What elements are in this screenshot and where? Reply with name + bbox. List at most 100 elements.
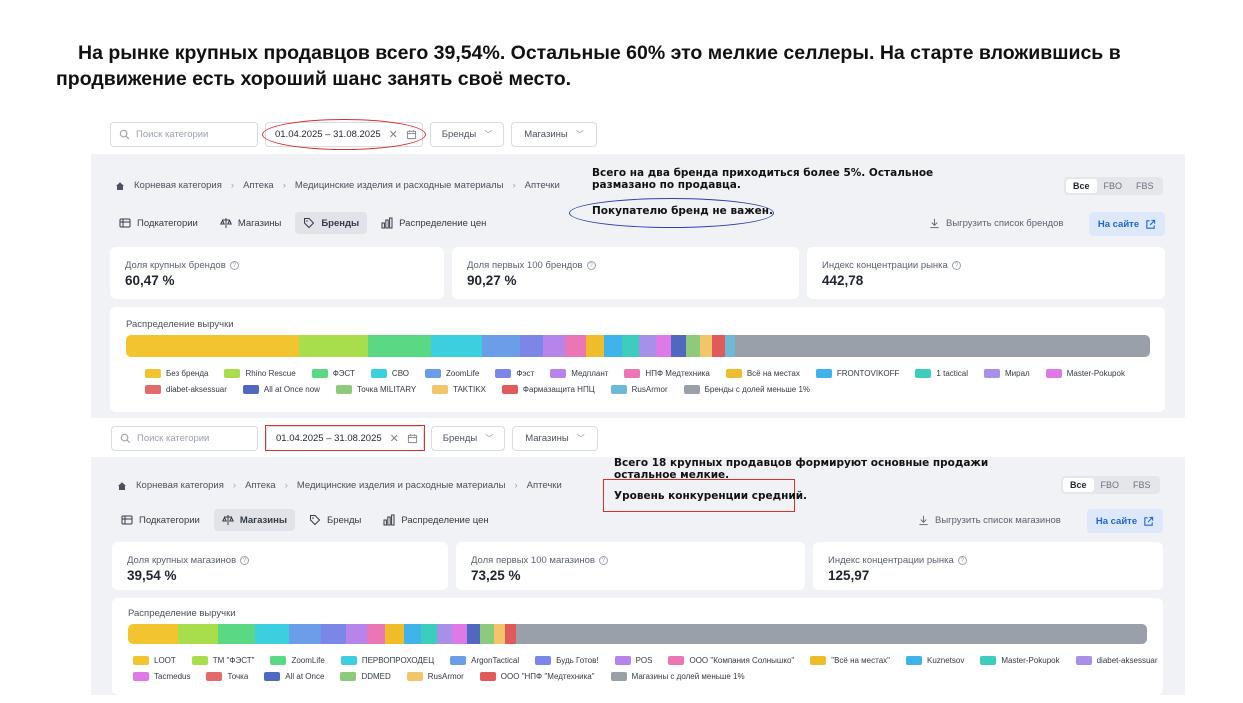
bar-segment[interactable] xyxy=(345,624,367,644)
legend-item[interactable]: diabet-aksessuar xyxy=(1075,656,1158,665)
export-brands-button[interactable]: Выгрузить список брендов xyxy=(929,218,1063,229)
seg-all[interactable]: Все xyxy=(1063,478,1094,492)
bar-segment[interactable] xyxy=(638,335,656,357)
bar-segment[interactable] xyxy=(431,335,483,357)
legend-item[interactable]: Точка MILITARY xyxy=(335,385,416,394)
onsite-button[interactable]: На сайте xyxy=(1087,509,1163,533)
bar-segment[interactable] xyxy=(699,335,713,357)
tab-brands[interactable]: Бренды xyxy=(295,212,368,234)
date-range-picker[interactable]: 01.04.2025 – 31.08.2025 ✕ xyxy=(266,426,424,451)
breadcrumb-item[interactable]: Аптека xyxy=(243,180,274,191)
legend-item[interactable]: ТМ "ФЭСТ" xyxy=(191,656,254,665)
bar-segment[interactable] xyxy=(126,335,300,357)
search-input[interactable]: Поиск категории xyxy=(110,122,258,147)
stores-dropdown[interactable]: Магазины ﹀ xyxy=(511,122,597,147)
help-icon[interactable]: ? xyxy=(957,556,967,565)
legend-item[interactable]: Master-Pokupok xyxy=(1045,369,1125,378)
bar-segment[interactable] xyxy=(735,335,1150,357)
legend-item[interactable]: Rhino Rescue xyxy=(224,369,296,378)
seg-all[interactable]: Все xyxy=(1066,179,1097,193)
bar-segment[interactable] xyxy=(585,335,605,357)
legend-item[interactable]: Tacmedus xyxy=(133,672,190,681)
bar-segment[interactable] xyxy=(178,624,218,644)
legend-item[interactable]: diabet-aksessuar xyxy=(145,385,227,394)
legend-item[interactable]: RusArmor xyxy=(406,672,464,681)
stores-dropdown[interactable]: Магазины ﹀ xyxy=(512,426,598,451)
help-icon[interactable]: ? xyxy=(229,261,239,270)
bar-segment[interactable] xyxy=(299,335,369,357)
breadcrumb-item[interactable]: Корневая категория xyxy=(136,480,224,491)
bar-segment[interactable] xyxy=(128,624,178,644)
tab-price-distribution[interactable]: Распределение цен xyxy=(373,212,494,234)
legend-item[interactable]: RusArmor xyxy=(610,385,668,394)
bar-segment[interactable] xyxy=(482,335,520,357)
bar-segment[interactable] xyxy=(480,624,494,644)
help-icon[interactable]: ? xyxy=(240,556,250,565)
bar-segment[interactable] xyxy=(320,624,346,644)
export-stores-button[interactable]: Выгрузить список магазинов xyxy=(918,515,1061,526)
bar-segment[interactable] xyxy=(385,624,405,644)
legend-item[interactable]: ООО "НПФ "Медтехника" xyxy=(479,672,595,681)
bar-segment[interactable] xyxy=(368,335,432,357)
legend-item[interactable]: Фэст xyxy=(495,369,534,378)
legend-item[interactable]: POS xyxy=(614,656,652,665)
bar-segment[interactable] xyxy=(564,335,586,357)
tab-stores[interactable]: Магазины xyxy=(212,212,289,234)
legend-item[interactable]: TAKTIKX xyxy=(432,385,486,394)
bar-segment[interactable] xyxy=(516,624,1147,644)
bar-segment[interactable] xyxy=(655,335,672,357)
breadcrumb-item[interactable]: Аптека xyxy=(245,480,276,491)
seg-fbo[interactable]: FBO xyxy=(1103,181,1123,191)
breadcrumb-item[interactable]: Аптечки xyxy=(526,480,562,491)
legend-item[interactable]: DDMED xyxy=(340,672,391,681)
legend-item[interactable]: FRONTOVIKOFF xyxy=(815,369,899,378)
legend-item[interactable]: "Всё на местах" xyxy=(810,656,890,665)
bar-segment[interactable] xyxy=(255,624,290,644)
legend-item[interactable]: 1 tactical xyxy=(915,369,968,378)
search-input[interactable]: Поиск категории xyxy=(111,426,258,451)
legend-item[interactable]: All at Once now xyxy=(242,385,320,394)
tab-subcategories[interactable]: Подкатегории xyxy=(113,509,208,531)
bar-segment[interactable] xyxy=(542,335,565,357)
legend-item[interactable]: Магазины с долей меньше 1% xyxy=(610,672,745,681)
legend-item[interactable]: ПЕРВОПРОХОДЕЦ xyxy=(340,656,434,665)
legend-item[interactable]: Фармазащита НПЦ xyxy=(501,385,595,394)
bar-segment[interactable] xyxy=(622,335,639,357)
bar-segment[interactable] xyxy=(404,624,421,644)
onsite-button[interactable]: На сайте xyxy=(1089,212,1165,236)
help-icon[interactable]: ? xyxy=(598,556,608,565)
seg-fbs[interactable]: FBS xyxy=(1136,181,1154,191)
legend-item[interactable]: All at Once xyxy=(264,672,324,681)
bar-segment[interactable] xyxy=(466,624,481,644)
legend-item[interactable]: Master-Pokupok xyxy=(980,656,1060,665)
brands-dropdown[interactable]: Бренды ﹀ xyxy=(430,122,504,147)
legend-item[interactable]: Будь Готов! xyxy=(535,656,599,665)
legend-item[interactable]: ZoomLife xyxy=(425,369,479,378)
bar-segment[interactable] xyxy=(451,624,467,644)
seg-fbo[interactable]: FBO xyxy=(1100,480,1120,490)
bar-segment[interactable] xyxy=(289,624,321,644)
tab-brands[interactable]: Бренды xyxy=(301,509,369,531)
legend-item[interactable]: Мирал xyxy=(984,369,1030,378)
tab-price-distribution[interactable]: Распределение цен xyxy=(375,509,496,531)
legend-item[interactable]: СВО xyxy=(370,369,409,378)
legend-item[interactable]: Бренды с долей меньше 1% xyxy=(683,385,810,394)
legend-item[interactable]: ООО "Компания Солнышко" xyxy=(668,656,794,665)
tab-subcategories[interactable]: Подкатегории xyxy=(111,212,206,234)
clear-icon[interactable]: ✕ xyxy=(389,433,399,445)
legend-item[interactable]: ArgonTactical xyxy=(450,656,519,665)
breadcrumb-item[interactable]: Медицинские изделия и расходные материал… xyxy=(296,480,506,491)
breadcrumb-item[interactable]: Аптечки xyxy=(524,180,560,191)
legend-item[interactable]: Всё на местах xyxy=(725,369,800,378)
seg-fbs[interactable]: FBS xyxy=(1133,480,1151,490)
help-icon[interactable]: ? xyxy=(586,261,596,270)
breadcrumb-item[interactable]: Медицинские изделия и расходные материал… xyxy=(294,180,504,191)
bar-segment[interactable] xyxy=(505,624,517,644)
legend-item[interactable]: Точка xyxy=(206,672,248,681)
brands-dropdown[interactable]: Бренды ﹀ xyxy=(431,426,505,451)
legend-item[interactable]: Kuznetsov xyxy=(905,656,964,665)
breadcrumb-item[interactable]: Корневая категория xyxy=(134,180,222,191)
bar-segment[interactable] xyxy=(420,624,438,644)
bar-segment[interactable] xyxy=(217,624,256,644)
bar-segment[interactable] xyxy=(493,624,506,644)
